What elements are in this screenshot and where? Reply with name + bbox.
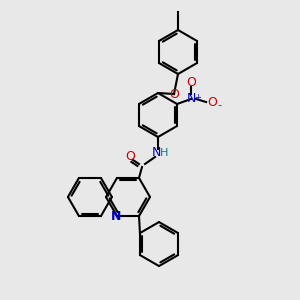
Text: O: O <box>207 95 217 109</box>
Text: N: N <box>151 146 161 160</box>
Text: O: O <box>186 76 196 89</box>
Text: N: N <box>111 210 121 223</box>
Text: O: O <box>169 88 179 100</box>
Text: +: + <box>195 92 202 101</box>
Text: -: - <box>217 100 221 110</box>
Text: O: O <box>125 151 135 164</box>
Text: H: H <box>160 148 168 158</box>
Text: N: N <box>186 92 196 106</box>
